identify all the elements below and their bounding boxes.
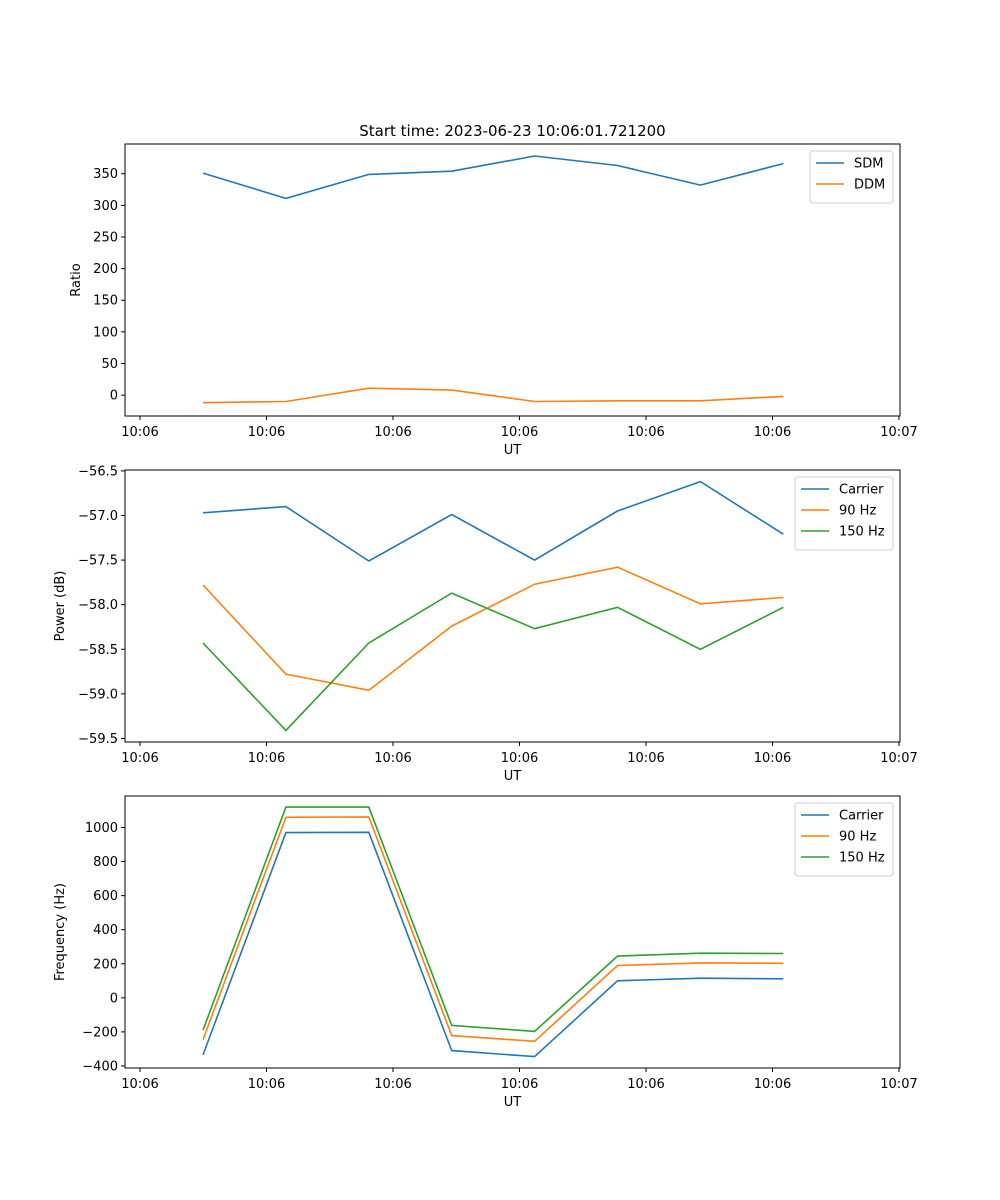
series-line-carrier [202, 480, 784, 562]
y-tick-label: 250 [93, 230, 118, 245]
x-tick-label: 10:07 [880, 751, 917, 766]
y-tick-label: −59.5 [78, 732, 118, 747]
y-tick-label: 50 [101, 357, 118, 372]
legend-label: 150 Hz [839, 851, 885, 866]
x-tick-label: 10:07 [880, 425, 917, 440]
y-tick-label: −59.0 [78, 687, 118, 702]
y-tick-label: 600 [93, 889, 118, 904]
figure-title: Start time: 2023-06-23 10:06:01.721200 [359, 122, 665, 140]
x-tick-label: 10:06 [248, 751, 285, 766]
x-tick-label: 10:06 [754, 425, 791, 440]
y-tick-label: −56.5 [78, 464, 118, 479]
y-tick-label: −58.0 [78, 598, 118, 613]
series-line-150-hz [202, 592, 784, 732]
y-tick-label: 100 [93, 325, 118, 340]
y-tick-label: −400 [82, 1059, 118, 1074]
x-tick-label: 10:06 [627, 425, 664, 440]
x-tick-label: 10:06 [121, 1077, 158, 1092]
x-tick-label: 10:06 [627, 751, 664, 766]
x-tick-label: 10:06 [374, 425, 411, 440]
y-tick-label: 0 [110, 389, 118, 404]
y-axis-label: Power (dB) [53, 571, 68, 642]
axes-frame [124, 469, 901, 743]
x-tick-label: 10:06 [121, 751, 158, 766]
series-line-ddm [202, 387, 784, 404]
x-tick-label: 10:06 [501, 1077, 538, 1092]
x-tick-label: 10:06 [501, 425, 538, 440]
series-line-carrier [202, 831, 784, 1058]
subplots: 0 50 100 150 200 250 300 350 10:06 10:06 10:06 10:0… [53, 143, 918, 1110]
legend-label: Carrier [839, 809, 884, 824]
y-tick-label: 0 [110, 991, 118, 1006]
y-tick-label: −200 [82, 1025, 118, 1040]
x-tick-label: 10:06 [374, 1077, 411, 1092]
y-axis-label: Frequency (Hz) [53, 883, 68, 981]
y-tick-label: 300 [93, 199, 118, 214]
y-axis-label: Ratio [69, 263, 84, 296]
series-line-150-hz [202, 806, 784, 1033]
x-tick-label: 10:06 [754, 1077, 791, 1092]
legend-label: DDM [854, 178, 885, 193]
y-tick-label: 400 [93, 923, 118, 938]
legend-label: 90 Hz [839, 504, 876, 519]
x-tick-label: 10:06 [374, 751, 411, 766]
y-tick-label: −57.0 [78, 509, 118, 524]
x-axis-label: UT [504, 769, 522, 784]
legend-label: SDM [854, 157, 883, 172]
axes-frame [124, 795, 901, 1069]
x-tick-label: 10:06 [754, 751, 791, 766]
x-axis-label: UT [504, 443, 522, 458]
legend: Carrier 90 Hz 150 Hz [794, 476, 894, 551]
legend: SDM DDM [809, 150, 894, 204]
legend-box [809, 150, 894, 204]
y-tick-label: 800 [93, 855, 118, 870]
legend-label: 150 Hz [839, 525, 885, 540]
x-tick-label: 10:06 [248, 1077, 285, 1092]
subplot-3: −400 −200 0 200 400 600 800 1000 10:06 10:06 10:06… [53, 795, 918, 1110]
y-tick-label: 1000 [85, 821, 118, 836]
legend-label: Carrier [839, 483, 884, 498]
subplot-2: −59.5 −59.0 −58.5 −58.0 −57.5 −57.0 −56.5 10:06… [53, 464, 918, 784]
x-tick-label: 10:06 [627, 1077, 664, 1092]
x-tick-label: 10:07 [880, 1077, 917, 1092]
subplot-1: 0 50 100 150 200 250 300 350 10:06 10:06 10:06 10:0… [69, 143, 918, 458]
y-tick-label: 150 [93, 294, 118, 309]
axes-frame [124, 143, 901, 417]
y-tick-label: −57.5 [78, 554, 118, 569]
x-tick-label: 10:06 [121, 425, 158, 440]
y-tick-label: 200 [93, 262, 118, 277]
y-tick-label: −58.5 [78, 643, 118, 658]
legend: Carrier 90 Hz 150 Hz [794, 802, 894, 877]
y-tick-label: 200 [93, 957, 118, 972]
x-axis-label: UT [504, 1095, 522, 1110]
legend-label: 90 Hz [839, 830, 876, 845]
series-line-90-hz [202, 816, 784, 1043]
series-line-sdm [202, 155, 784, 200]
y-tick-label: 350 [93, 167, 118, 182]
x-tick-label: 10:06 [501, 751, 538, 766]
series-line-90-hz [202, 566, 784, 692]
x-tick-label: 10:06 [248, 425, 285, 440]
